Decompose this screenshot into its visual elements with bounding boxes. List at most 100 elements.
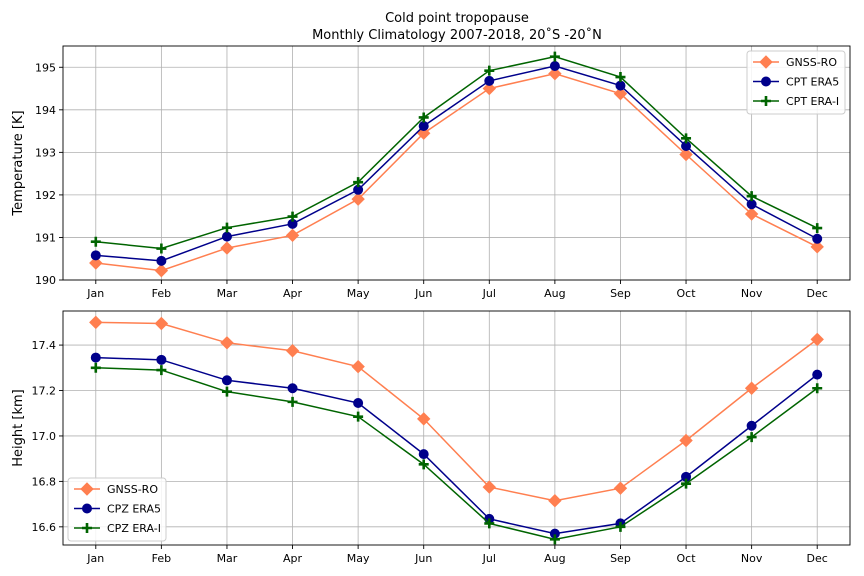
data-point bbox=[287, 383, 298, 394]
data-point bbox=[89, 315, 103, 330]
data-point bbox=[549, 60, 560, 71]
data-point bbox=[156, 365, 167, 376]
x-tick-label: Apr bbox=[283, 287, 303, 300]
data-point bbox=[89, 256, 103, 270]
legend-label: CPZ ERA-I bbox=[107, 522, 161, 535]
y-tick-label: 190 bbox=[35, 274, 56, 287]
data-point bbox=[484, 65, 495, 76]
data-point bbox=[681, 133, 692, 144]
series-line bbox=[95, 356, 818, 535]
y-tick-label: 17.0 bbox=[32, 430, 57, 443]
data-point bbox=[287, 211, 298, 222]
x-tick-label: Aug bbox=[544, 287, 565, 300]
data-point bbox=[482, 480, 496, 494]
series-gnss-ro bbox=[89, 66, 824, 278]
legend-marker bbox=[82, 503, 92, 514]
data-point bbox=[287, 396, 298, 407]
data-point bbox=[90, 352, 101, 363]
x-tick-label: Jul bbox=[482, 287, 496, 300]
temperature-panel: Jan Feb Mar Apr May Jun Jul Aug Sep Oct Nov Dec 190 1… bbox=[11, 45, 851, 300]
x-tick-label: Mar bbox=[217, 287, 238, 300]
legend-marker bbox=[759, 55, 773, 69]
data-point bbox=[221, 375, 232, 386]
axes-frame bbox=[62, 45, 851, 281]
legend: GNSS-RO CPZ ERA5 CPZ ERA-I bbox=[67, 477, 167, 542]
grid bbox=[63, 311, 850, 545]
legend-item: CPT ERA-I bbox=[753, 95, 839, 108]
series-line bbox=[95, 321, 818, 502]
data-point bbox=[90, 236, 101, 247]
data-point bbox=[90, 362, 101, 373]
data-point bbox=[679, 147, 693, 162]
legend-label: GNSS-RO bbox=[107, 483, 158, 496]
data-point bbox=[353, 177, 364, 188]
data-point bbox=[220, 241, 234, 255]
y-tick-label: 191 bbox=[35, 231, 56, 244]
series-cpz-era5 bbox=[90, 352, 823, 539]
data-point bbox=[90, 250, 101, 261]
data-point bbox=[812, 383, 823, 394]
series-cpt-era5 bbox=[90, 60, 823, 266]
legend-label: CPT ERA-I bbox=[786, 95, 839, 108]
height-panel: Jan Feb Mar Apr May Jun Jul Aug Sep Oct Nov Dec 16.6… bbox=[11, 310, 851, 565]
legend-box bbox=[746, 50, 846, 115]
data-point bbox=[417, 412, 431, 426]
data-point bbox=[812, 233, 823, 244]
x-tick-label: Dec bbox=[807, 287, 828, 300]
data-point bbox=[351, 359, 365, 374]
x-tick-label: Apr bbox=[283, 552, 303, 565]
y-axis-label: Temperature [K] bbox=[11, 110, 26, 216]
data-point bbox=[679, 433, 693, 448]
data-point bbox=[156, 354, 167, 365]
legend-box bbox=[67, 477, 167, 542]
y-tick-label: 16.8 bbox=[32, 475, 57, 488]
x-tick-label: Oct bbox=[677, 552, 697, 565]
legend-item: GNSS-RO bbox=[74, 482, 158, 496]
data-point bbox=[615, 72, 626, 83]
data-point bbox=[484, 75, 495, 86]
data-point bbox=[810, 332, 824, 347]
x-tick-label: Jan bbox=[86, 287, 104, 300]
data-point bbox=[418, 120, 429, 131]
data-point bbox=[744, 381, 759, 395]
data-point bbox=[615, 80, 626, 91]
series-line bbox=[95, 65, 818, 262]
data-point bbox=[285, 344, 300, 358]
series-line bbox=[95, 55, 818, 250]
x-tick-label: May bbox=[347, 287, 370, 300]
x-tick-label: Dec bbox=[807, 552, 828, 565]
x-tick-label: Jun bbox=[414, 287, 432, 300]
data-point bbox=[154, 316, 169, 331]
x-tick-label: Sep bbox=[610, 552, 631, 565]
data-point bbox=[549, 534, 560, 545]
x-tick-label: May bbox=[347, 552, 370, 565]
legend-marker bbox=[82, 523, 92, 533]
y-tick-label: 192 bbox=[35, 189, 56, 202]
y-tick-label: 194 bbox=[35, 104, 56, 117]
legend-label: GNSS-RO bbox=[786, 56, 837, 69]
data-point bbox=[418, 459, 429, 470]
figure-title-line2: Monthly Climatology 2007-2018, 20˚S -20˚… bbox=[312, 27, 602, 43]
data-point bbox=[812, 369, 823, 380]
axes-frame bbox=[62, 310, 851, 546]
legend-marker bbox=[761, 76, 771, 87]
data-point bbox=[353, 398, 364, 409]
x-tick-label: Oct bbox=[677, 287, 697, 300]
data-point bbox=[220, 336, 234, 350]
legend-label: CPT ERA5 bbox=[786, 76, 839, 89]
data-point bbox=[615, 521, 626, 532]
x-tick-label: Feb bbox=[152, 552, 171, 565]
data-point bbox=[221, 231, 232, 242]
legend-item: GNSS-RO bbox=[753, 55, 837, 69]
y-tick-label: 193 bbox=[35, 146, 56, 159]
data-point bbox=[351, 192, 365, 206]
x-tick-label: Feb bbox=[152, 287, 171, 300]
legend-marker bbox=[761, 96, 771, 106]
x-tick-label: Nov bbox=[741, 552, 763, 565]
legend-marker bbox=[80, 482, 94, 496]
data-point bbox=[746, 420, 757, 431]
y-tick-label: 16.6 bbox=[32, 521, 57, 534]
data-point bbox=[549, 51, 560, 62]
y-axis-label: Height [km] bbox=[11, 389, 26, 466]
data-point bbox=[812, 223, 823, 234]
